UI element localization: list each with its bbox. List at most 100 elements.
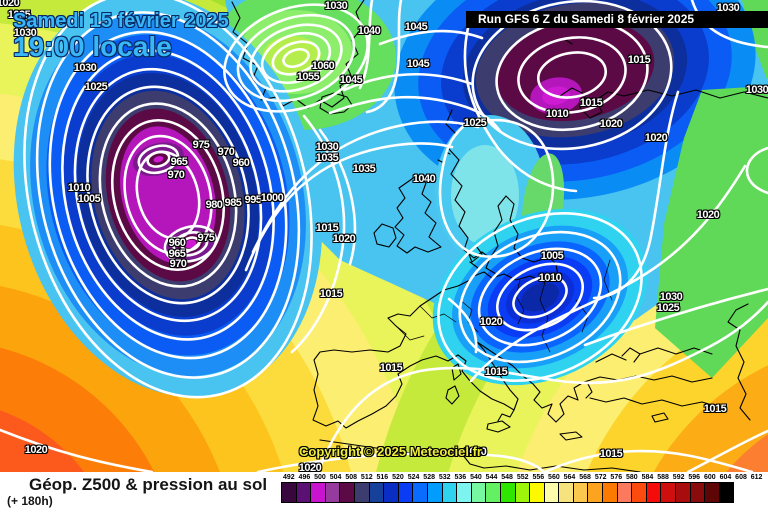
colorbar-value: 504	[329, 474, 342, 481]
colorbar-cell	[412, 482, 428, 503]
pressure-label: 1020	[696, 209, 720, 221]
coast-med-islands	[445, 363, 511, 433]
pressure-label: 1060	[311, 60, 335, 72]
contour-top-center-2	[365, 0, 403, 114]
isobar-east-of-low-1	[290, 114, 346, 354]
coast-greenland	[231, 0, 365, 109]
colorbar-cell	[514, 482, 531, 503]
pressure-label: 1025	[463, 117, 487, 129]
pressure-label: 960	[168, 237, 186, 249]
colorbar-value: 512	[360, 474, 373, 481]
geopotential-pressure-map	[0, 0, 768, 472]
coast-caspian	[727, 303, 751, 421]
coast-ireland	[373, 223, 397, 248]
isobar-contours	[0, 0, 768, 472]
pressure-label: 1010	[545, 108, 569, 120]
colorbar-value: 552	[516, 474, 529, 481]
isobar-1020-central	[447, 297, 478, 354]
coast-north-africa	[319, 439, 641, 472]
colorbar-cell	[310, 482, 326, 503]
pressure-label: 1030	[324, 0, 348, 12]
colorbar-cell	[529, 482, 545, 503]
isobar-1015-bottom	[543, 449, 754, 472]
baltic-low-contours	[437, 212, 643, 382]
pressure-label: 1020	[479, 316, 503, 328]
pressure-label: 1000	[260, 192, 284, 204]
colorbar-value: 572	[594, 474, 607, 481]
colorbar-cell	[689, 482, 706, 503]
coast-britain	[394, 175, 442, 254]
pressure-label: 1015	[315, 222, 339, 234]
pressure-label: 1015	[484, 366, 508, 378]
pressure-label: 1015	[703, 403, 727, 415]
isobar-southeast-corner	[686, 429, 768, 472]
colorbar-cell	[616, 482, 633, 503]
greenland-high-contours	[223, 3, 369, 113]
pressure-label: 1010	[538, 272, 562, 284]
colorbar-cells	[281, 482, 767, 503]
colorbar-cell	[675, 482, 691, 503]
pressure-label: 975	[197, 232, 215, 244]
colorbar-cell	[602, 482, 618, 503]
colorbar-value: 536	[454, 474, 467, 481]
pressure-label: 1030	[315, 141, 339, 153]
colorbar-cell	[295, 482, 312, 503]
colorbar-cell	[485, 482, 501, 503]
colorbar-cell	[645, 482, 662, 503]
coast-balkans-greece	[476, 341, 585, 423]
pressure-label: 1020	[644, 132, 668, 144]
forecast-offset: (+ 180h)	[7, 494, 53, 508]
colorbar-value: 576	[610, 474, 623, 481]
valid-time-label: 19:00 locale	[13, 31, 172, 62]
colorbar-value: 592	[672, 474, 685, 481]
isobar-1020-bottom	[256, 451, 546, 472]
colorbar-value: 496	[298, 474, 311, 481]
colorbar-value: 500	[314, 474, 326, 481]
colorbar-cell	[281, 482, 297, 503]
pressure-label: 1005	[77, 193, 101, 205]
isobar-1030-sweep	[244, 142, 454, 272]
contour-1025-russia-west	[463, 26, 578, 193]
pressure-label: 1020	[24, 444, 48, 456]
pressure-label: 1020	[463, 446, 487, 458]
pressure-label: 1010	[67, 182, 91, 194]
colorbar-legend: 492 496 500 504 508 512 516 520 524 528 532 536 540 5…	[281, 474, 767, 503]
coast-crete-cyprus	[559, 412, 669, 441]
atlantic-low-contours	[23, 0, 313, 399]
isobar-east-of-low-2	[318, 128, 357, 266]
footer-bar: Géop. Z500 & pression au sol (+ 180h) 49…	[0, 472, 768, 512]
pressure-label: 980	[205, 199, 223, 211]
contour-northeast-corner	[690, 0, 768, 49]
colorbar-cell	[660, 482, 677, 503]
colorbar-value: 564	[563, 474, 576, 481]
pressure-label-layer: 1020102510301030102597597096096597010101…	[0, 0, 768, 474]
pressure-label: 985	[224, 197, 242, 209]
colorbar-cell	[499, 482, 516, 503]
pressure-label: 965	[170, 156, 188, 168]
colorbar-cell	[324, 482, 341, 503]
pressure-label: 1025	[656, 302, 680, 314]
pressure-label: 975	[192, 139, 210, 151]
pressure-label: 1015	[599, 448, 623, 460]
contour-1045-b	[342, 72, 474, 92]
pressure-label: 1020	[332, 233, 356, 245]
colorbar-cell	[558, 482, 574, 503]
coast-west-europe	[312, 279, 471, 429]
colorbar-value: 520	[392, 474, 404, 481]
copyright-text: Copyright © 2025 Meteociel.fr	[299, 444, 482, 459]
colorbar-value: 508	[345, 474, 358, 481]
pressure-label: 1055	[296, 71, 320, 83]
valid-date-label: Samedi 15 février 2025	[13, 10, 229, 32]
colorbar-cell	[718, 482, 735, 503]
colorbar-cell	[572, 482, 589, 503]
east-green-band	[655, 86, 768, 378]
pressure-label: 1015	[579, 97, 603, 109]
pressure-label: 970	[217, 146, 235, 158]
pressure-label: 1045	[339, 74, 363, 86]
colorbar-cell	[353, 482, 370, 503]
pressure-label: 965	[168, 248, 186, 260]
pressure-label: 1030	[73, 62, 97, 74]
pressure-label: 1020	[599, 118, 623, 130]
colorbar-value: 516	[376, 474, 389, 481]
colorbar-cell	[631, 482, 647, 503]
